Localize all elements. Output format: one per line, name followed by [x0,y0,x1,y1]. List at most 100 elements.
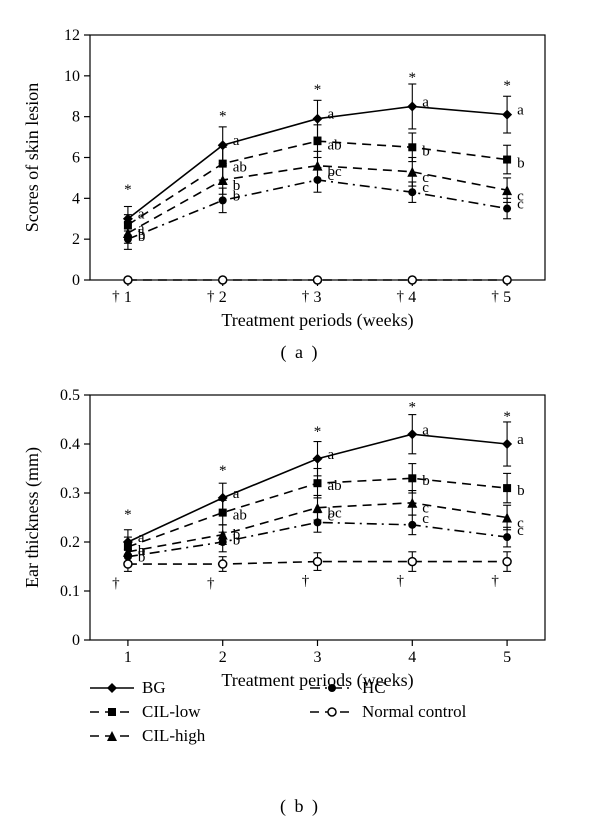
marker-square [408,474,416,482]
annotation-letter: a [233,486,240,502]
y-tick-label: 10 [64,68,80,85]
annotation-dagger: † [207,288,215,304]
marker-circle-open [408,276,416,284]
marker-circle-filled [314,176,322,184]
chart-svg: 02468101212345Treatment periods (weeks)S… [0,0,600,839]
annotation-star: * [314,82,322,98]
annotation-letter: b [233,188,241,204]
annotation-star: * [409,70,417,86]
annotation-letter: b [422,143,430,159]
marker-diamond [107,683,117,693]
x-tick-label: 1 [124,289,132,306]
annotation-star: * [409,399,417,415]
y-tick-label: 0 [72,632,80,649]
figure: 02468101212345Treatment periods (weeks)S… [0,0,600,839]
marker-square [219,509,227,517]
annotation-letter: a [517,432,524,448]
annotation-letter: b [422,473,430,489]
x-tick-label: 4 [408,289,416,306]
marker-circle-open [124,560,132,568]
annotation-dagger: † [397,288,405,304]
marker-circle-filled [408,188,416,196]
marker-circle-open [503,276,511,284]
legend-label: CIL-low [142,702,201,721]
marker-circle-filled [314,518,322,526]
annotation-dagger: † [207,576,215,592]
annotation-star: * [219,109,227,125]
annotation-dagger: † [302,573,310,589]
x-tick-label: 3 [314,649,322,666]
x-tick-label: 5 [503,649,511,666]
annotation-star: * [503,78,511,94]
annotation-letter: a [328,447,335,463]
marker-circle-open [408,558,416,566]
annotation-dagger: † [397,573,405,589]
y-tick-label: 0.1 [60,583,80,600]
annotation-letter: c [422,511,429,527]
annotation-letter: c [422,180,429,196]
annotation-letter: ab [328,137,342,153]
annotation-letter: c [517,196,524,212]
marker-circle-filled [124,235,132,243]
annotation-star: * [314,424,322,440]
marker-circle-filled [503,533,511,541]
y-tick-label: 6 [72,150,80,167]
marker-circle-open [314,276,322,284]
annotation-dagger: † [302,288,310,304]
marker-circle-filled [219,538,227,546]
marker-diamond [407,101,417,111]
marker-square [408,143,416,151]
marker-circle-filled [328,684,336,692]
annotation-letter: b [233,527,241,543]
marker-circle-open [328,708,336,716]
marker-diamond [407,429,417,439]
y-tick-label: 0.3 [60,485,80,502]
marker-circle-open [503,558,511,566]
y-tick-label: 0 [72,272,80,289]
annotation-letter: a [422,94,429,110]
marker-circle-open [314,558,322,566]
y-axis-label: Ear thickness (mm) [22,447,43,588]
x-tick-label: 1 [124,649,132,666]
marker-square [503,156,511,164]
marker-diamond [502,439,512,449]
annotation-star: * [503,409,511,425]
legend-label: CIL-high [142,726,206,745]
annotation-star: * [124,182,132,198]
y-axis-label: Scores of skin lesion [22,83,42,232]
y-tick-label: 8 [72,109,80,126]
annotation-dagger: † [491,288,499,304]
marker-square [219,160,227,168]
annotation-star: * [124,507,132,523]
marker-square [314,137,322,145]
marker-circle-filled [503,205,511,213]
y-tick-label: 4 [72,190,80,207]
annotation-letter: c [328,509,335,525]
annotation-star: * [219,463,227,479]
x-tick-label: 5 [503,289,511,306]
annotation-letter: c [328,168,335,184]
x-tick-label: 3 [314,289,322,306]
x-axis-label: Treatment periods (weeks) [221,310,413,331]
annotation-letter: a [517,103,524,119]
annotation-dagger: † [112,576,120,592]
annotation-letter: b [138,227,146,243]
marker-diamond [313,114,323,124]
annotation-letter: b [138,543,146,559]
annotation-dagger: † [112,288,120,304]
y-tick-label: 0.2 [60,534,80,551]
marker-diamond [218,493,228,503]
marker-circle-open [124,276,132,284]
annotation-letter: b [517,483,525,499]
marker-circle-filled [408,521,416,529]
x-tick-label: 2 [219,649,227,666]
x-tick-label: 4 [408,649,416,666]
x-tick-label: 2 [219,289,227,306]
y-tick-label: 2 [72,231,80,248]
marker-square [314,479,322,487]
annotation-letter: b [517,156,525,172]
legend-label: HC [362,678,386,697]
annotation-letter: ab [328,478,342,494]
annotation-letter: ab [233,508,247,524]
marker-square [503,484,511,492]
